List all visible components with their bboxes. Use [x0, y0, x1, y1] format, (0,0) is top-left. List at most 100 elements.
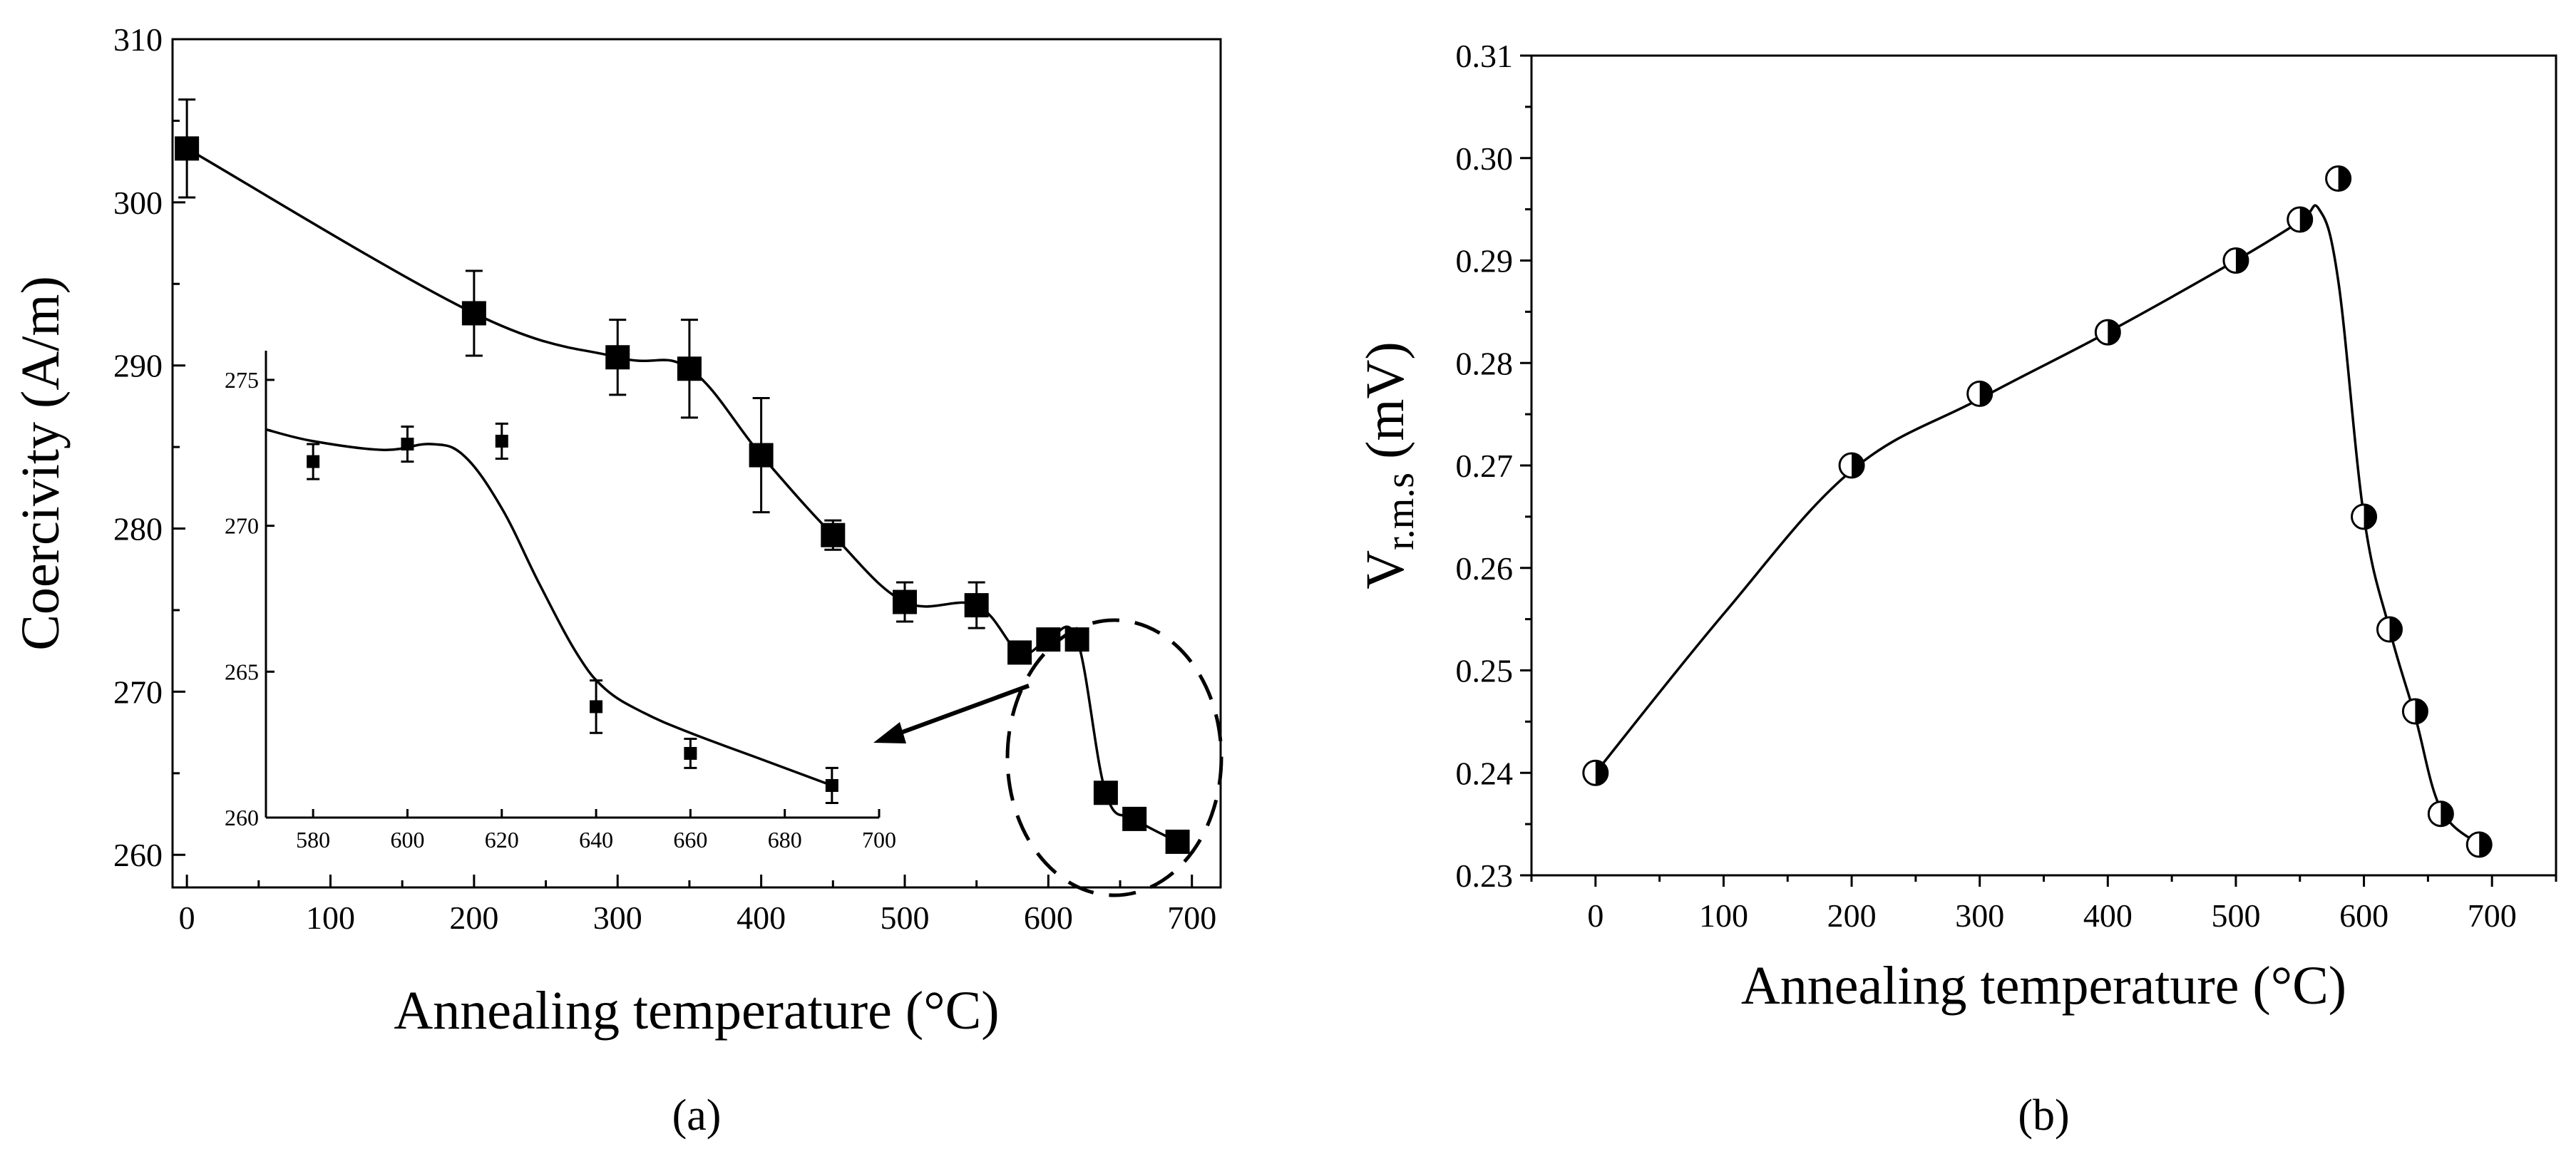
y-tick-label: 280: [113, 511, 163, 547]
plot-frame-a: [171, 38, 1222, 889]
data-point-half-circle: [2222, 247, 2249, 274]
vrms-fit-curve: [1594, 204, 2480, 846]
dashed-circle-annotation: [1005, 618, 1223, 897]
marker-fill-half: [2415, 699, 2428, 723]
data-point-half-circle: [2287, 206, 2314, 233]
panel-label-b: (b): [2018, 1091, 2069, 1140]
y-axis-title-main: V: [1355, 550, 1415, 589]
marker-fill-half: [2441, 801, 2453, 826]
inset-y-tick-label: 270: [225, 513, 259, 539]
x-tick-label: 200: [449, 900, 498, 936]
x-tick-label: 300: [593, 900, 642, 936]
data-point-half-circle: [2376, 616, 2403, 643]
data-point-half-circle: [2351, 503, 2378, 530]
y-tick-label: 0.27: [1456, 448, 1514, 484]
x-tick-label: 100: [1699, 897, 1748, 934]
y-tick-label: 270: [113, 674, 163, 710]
data-point-half-circle: [1838, 452, 1865, 479]
x-tick-label: 600: [2339, 897, 2388, 934]
plot-frame-b: [1530, 54, 2557, 877]
data-point-half-circle: [2325, 165, 2352, 192]
data-point-half-circle: [1582, 759, 1609, 786]
inset-arrow-line: [893, 684, 1030, 737]
x-tick-label: 400: [737, 900, 786, 936]
x-tick-label: 700: [2468, 897, 2517, 934]
data-point-square: [1007, 640, 1032, 665]
data-point-half-circle: [2401, 698, 2428, 725]
y-axis-title-unit: (mV): [1355, 341, 1415, 473]
data-point-half-circle: [2094, 319, 2121, 346]
y-tick-label: 0.31: [1456, 38, 1514, 74]
x-axis-title-a: Annealing temperature (°C): [394, 981, 999, 1041]
marker-fill-half: [1595, 761, 1608, 786]
data-point-half-circle: [1966, 380, 1993, 407]
data-point-square: [1122, 806, 1147, 831]
y-tick-label: 0.24: [1456, 755, 1514, 791]
data-point-half-circle: [2465, 831, 2493, 858]
y-axis-title-subscript: r.m.s: [1378, 473, 1422, 550]
inset-x-tick-label: 680: [768, 827, 802, 853]
coercivity-curve: [186, 147, 1179, 843]
marker-fill-half: [2299, 207, 2312, 232]
inset-data-point-square: [401, 438, 414, 450]
marker-fill-half: [2479, 832, 2492, 857]
y-tick-label: 290: [113, 348, 163, 384]
marker-fill-half: [1852, 453, 1864, 478]
y-tick-label: 260: [113, 837, 163, 873]
x-tick-label: 0: [179, 900, 195, 936]
inset-data-point-square: [684, 746, 697, 760]
y-tick-label: 0.26: [1456, 550, 1514, 587]
inset-x-tick-label: 640: [579, 827, 613, 853]
inset-y-tick-label: 260: [225, 805, 259, 830]
x-tick-label: 100: [306, 900, 355, 936]
inset-x-tick-label: 620: [485, 827, 519, 853]
x-axis-title-b: Annealing temperature (°C): [1741, 956, 2346, 1016]
inset-arrow-head: [873, 722, 906, 743]
panel-label-a: (a): [672, 1091, 722, 1140]
x-tick-label: 600: [1024, 900, 1073, 936]
data-point-square: [964, 593, 989, 618]
data-point-square: [605, 345, 630, 370]
x-tick-label: 500: [880, 900, 929, 936]
marker-fill-half: [2338, 166, 2351, 191]
data-point-square: [1093, 781, 1118, 805]
inset-x-tick-label: 600: [390, 827, 424, 853]
x-tick-label: 0: [1587, 897, 1603, 934]
inset-x-tick-label: 700: [862, 827, 896, 853]
y-tick-label: 0.25: [1456, 653, 1514, 689]
inset-x-tick-label: 660: [673, 827, 707, 853]
inset-x-tick-label: 580: [296, 827, 330, 853]
inset-data-point-square: [825, 778, 838, 792]
x-tick-label: 700: [1167, 900, 1216, 936]
marker-fill-half: [2235, 248, 2248, 273]
y-tick-label: 0.30: [1456, 140, 1514, 177]
x-tick-label: 300: [1955, 897, 2004, 934]
data-point-square: [175, 136, 200, 161]
data-point-square: [821, 522, 846, 547]
marker-fill-half: [1979, 381, 1992, 406]
y-tick-label: 300: [113, 185, 163, 221]
y-axis-title-a: Coercivity (A/m): [11, 276, 71, 651]
data-point-square: [1036, 627, 1061, 652]
y-tick-label: 0.23: [1456, 857, 1514, 894]
panel-b-chart: 0 100 200 300 400 500 600 700 0.23 0.24 0.25 0.26 0.…: [1355, 38, 2557, 1140]
x-tick-label: 200: [1827, 897, 1877, 934]
inset-y-tick-label: 275: [225, 367, 259, 393]
y-tick-label: 310: [113, 21, 163, 58]
inset-data-point-square: [590, 700, 603, 714]
data-point-square: [892, 589, 917, 614]
panel-a-chart: 0 100 200 300 400 500 600 700 260 270 280 290 300 310…: [11, 21, 1223, 1140]
inset-data-point-square: [495, 434, 508, 448]
x-tick-label: 500: [2211, 897, 2260, 934]
data-point-half-circle: [2427, 800, 2454, 828]
data-point-square: [749, 443, 774, 468]
data-point-square: [461, 301, 486, 326]
x-tick-label: 400: [2083, 897, 2133, 934]
y-tick-label: 0.29: [1456, 243, 1514, 279]
marker-fill-half: [2364, 504, 2376, 529]
y-axis-title-b: Vr.m.s (mV): [1355, 341, 1422, 589]
data-point-square: [1165, 829, 1190, 854]
inset-y-tick-label: 265: [225, 659, 259, 684]
y-tick-label: 0.28: [1456, 345, 1514, 381]
